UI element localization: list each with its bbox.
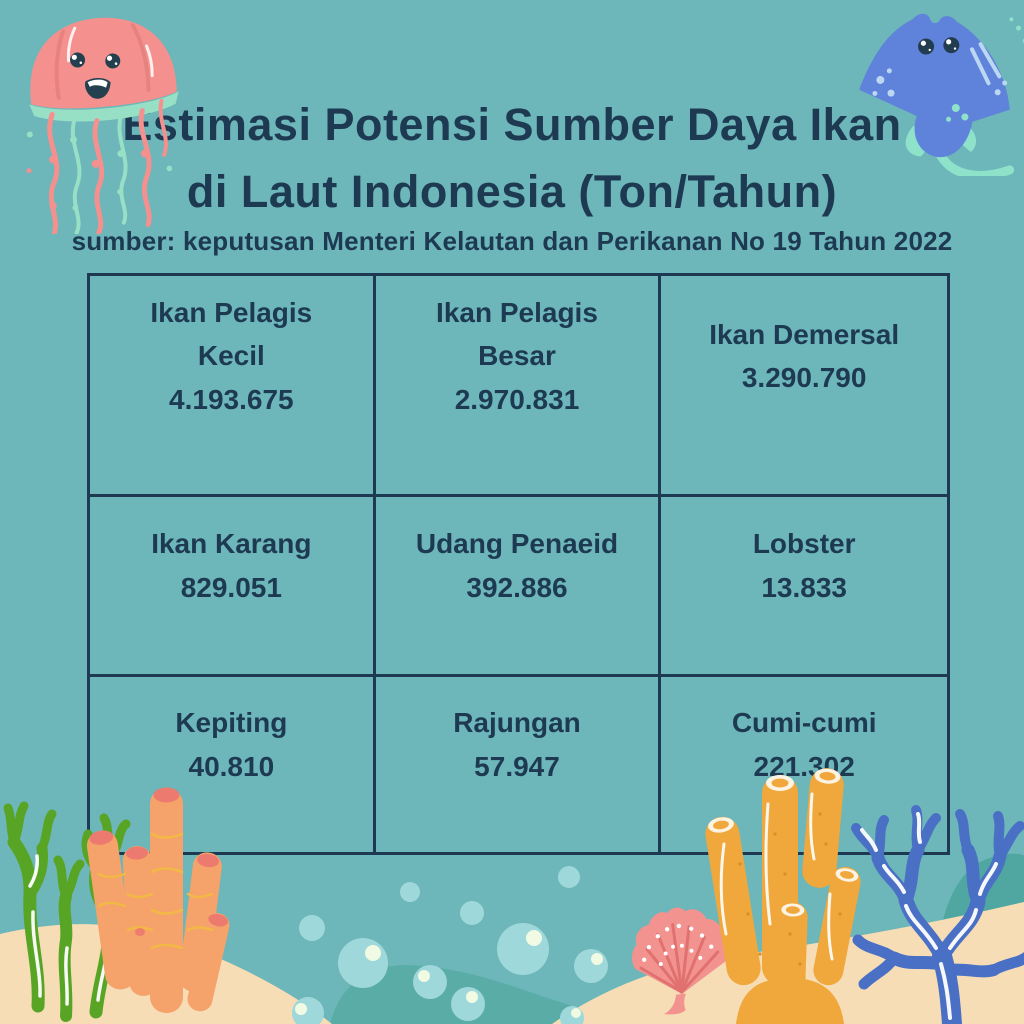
category-label: Cumi-cumi xyxy=(731,707,877,739)
page-title: Estimasi Potensi Sumber Daya Ikan di Laut… xyxy=(0,92,1024,225)
blue-branch-coral-illustration xyxy=(851,805,1024,1024)
category-label: Lobster xyxy=(752,528,856,560)
data-table: Ikan Pelagis Kecil 4.193.675 Ikan Pelagi… xyxy=(87,273,950,855)
table-cell-cumi-cumi: Cumi-cumi 221.302 xyxy=(661,677,947,852)
title-line-2: di Laut Indonesia (Ton/Tahun) xyxy=(186,165,838,217)
jellyfish-illustration xyxy=(26,17,179,234)
category-value: 3.290.790 xyxy=(741,362,867,393)
category-label: Rajungan xyxy=(453,707,581,739)
source-note: sumber: keputusan Menteri Kelautan dan P… xyxy=(71,226,953,256)
table-cell-udang-penaeid: Udang Penaeid 392.886 xyxy=(375,497,662,677)
category-value: 57.947 xyxy=(474,750,560,782)
table-cell-rajungan: Rajungan 57.947 xyxy=(376,677,662,852)
table-cell-kepiting: Kepiting 40.810 xyxy=(90,677,376,852)
table-cell-ikan-pelagis-besar: Ikan Pelagis Besar 2.970.831 xyxy=(375,276,662,497)
category-value: 2.970.831 xyxy=(454,383,580,415)
category-label: Ikan Pelagis Kecil xyxy=(150,296,313,372)
category-label: Kepiting xyxy=(175,707,288,739)
category-label: Ikan Pelagis Besar xyxy=(436,296,598,372)
pink-scallop-shell-illustration xyxy=(632,907,730,1015)
category-value: 40.810 xyxy=(188,750,275,782)
seabed-scene xyxy=(0,768,1024,1024)
table-cell-ikan-demersal: Ikan Demersal 3.290.790 xyxy=(661,276,947,497)
stingray-illustration xyxy=(859,13,1024,176)
bubbles-cluster xyxy=(292,866,608,1024)
category-value: 4.193.675 xyxy=(169,383,294,415)
title-line-1: Estimasi Potensi Sumber Daya Ikan xyxy=(122,99,902,150)
yellow-tube-coral-illustration xyxy=(705,768,861,1024)
table-cell-ikan-pelagis-kecil: Ikan Pelagis Kecil 4.193.675 xyxy=(90,276,376,497)
table-cell-ikan-karang: Ikan Karang 829.051 xyxy=(90,497,376,677)
orange-tube-coral-illustration xyxy=(86,787,230,1013)
category-label: Ikan Demersal xyxy=(709,318,900,350)
category-value: 392.886 xyxy=(466,571,568,603)
category-label: Udang Penaeid xyxy=(415,528,619,560)
stingray-tail xyxy=(934,147,1015,176)
category-value: 13.833 xyxy=(761,571,847,603)
category-value: 829.051 xyxy=(180,571,282,603)
table-cell-lobster: Lobster 13.833 xyxy=(661,497,947,677)
category-label: Ikan Karang xyxy=(151,528,312,560)
